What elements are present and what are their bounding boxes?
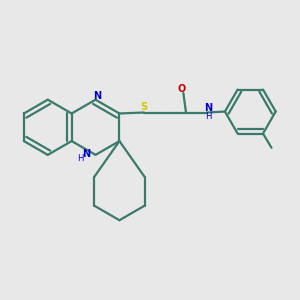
Text: N: N xyxy=(204,103,212,113)
Text: H: H xyxy=(77,154,83,163)
Text: H: H xyxy=(205,112,211,121)
Text: S: S xyxy=(140,102,147,112)
Text: N: N xyxy=(93,92,101,101)
Text: N: N xyxy=(82,149,91,159)
Text: O: O xyxy=(177,84,186,94)
